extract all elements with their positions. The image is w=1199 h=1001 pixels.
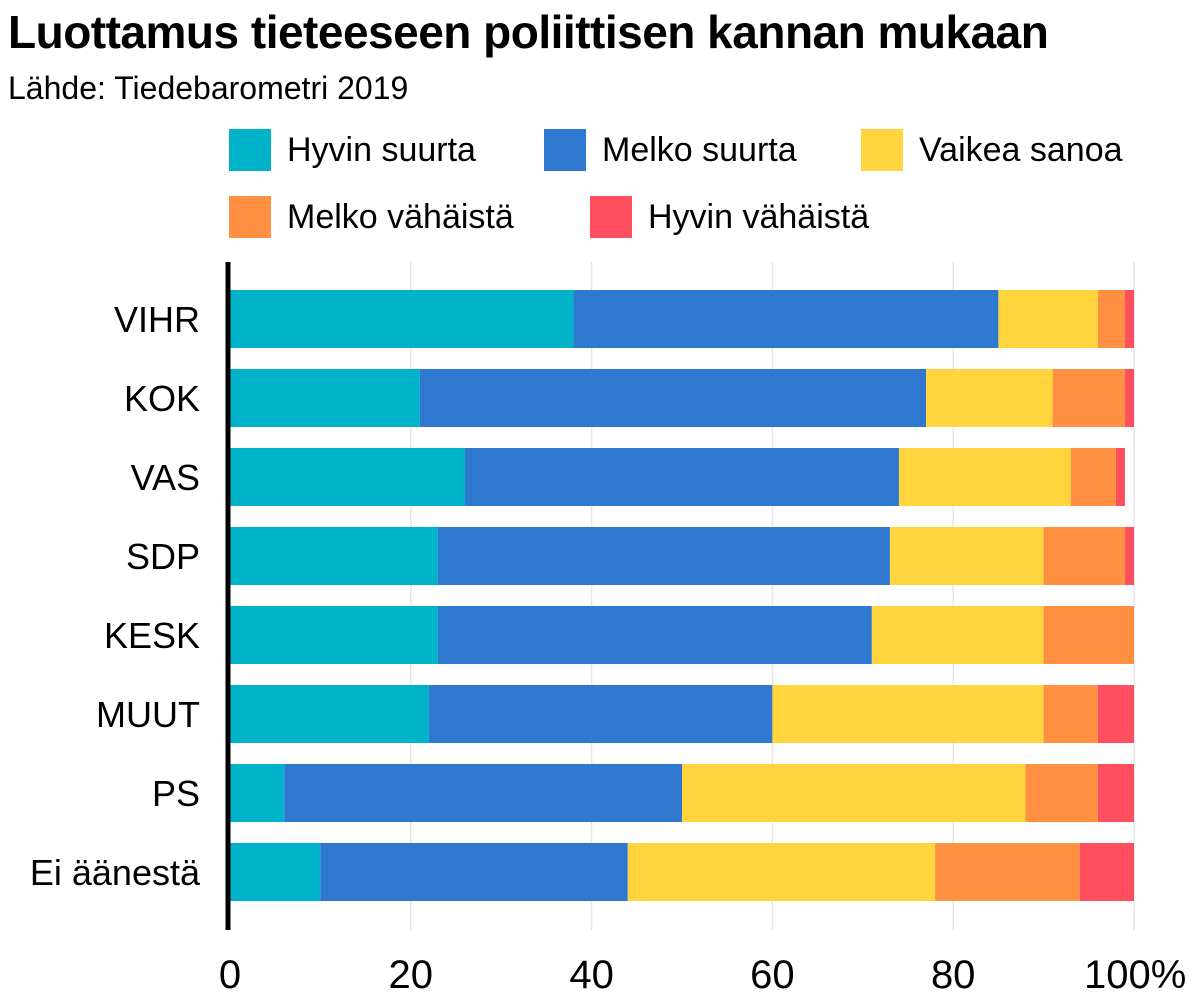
bar-3-0	[230, 527, 438, 585]
bar-4-1	[437, 606, 872, 664]
category-label-6: PS	[152, 773, 200, 814]
chart-subtitle: Lähde: Tiedebarometri 2019	[8, 70, 409, 106]
bar-5-4	[1097, 685, 1134, 743]
category-label-3: SDP	[126, 536, 200, 577]
bar-6-0	[230, 764, 285, 822]
legend-item-melko-vahaista: Melko vähäistä	[229, 187, 514, 247]
legend-item-melko-suurta: Melko suurta	[544, 120, 797, 180]
x-tick-label-4: 80	[931, 953, 976, 997]
legend-swatch-melko-suurta	[544, 129, 586, 171]
legend-label-vaikea-sanoa: Vaikea sanoa	[919, 130, 1123, 169]
bar-0-1	[573, 290, 999, 348]
bar-6-4	[1097, 764, 1134, 822]
bar-0-3	[1097, 290, 1125, 348]
bar-7-3	[935, 843, 1080, 901]
bar-7-2	[627, 843, 936, 901]
bar-4-0	[230, 606, 438, 664]
bar-7-0	[230, 843, 321, 901]
bar-3-1	[437, 527, 890, 585]
legend-label-hyvin-vahaista: Hyvin vähäistä	[648, 197, 870, 236]
category-label-0: VIHR	[114, 299, 200, 340]
x-tick-label-3: 60	[750, 953, 795, 997]
bar-0-4	[1124, 290, 1134, 348]
bar-1-3	[1052, 369, 1125, 427]
legend-item-hyvin-suurta: Hyvin suurta	[229, 120, 476, 180]
chart-title: Luottamus tieteeseen poliittisen kannan …	[8, 6, 1049, 58]
legend-swatch-melko-vahaista	[229, 196, 271, 238]
bar-6-3	[1025, 764, 1098, 822]
bar-1-2	[926, 369, 1053, 427]
bar-4-3	[1043, 606, 1134, 664]
category-label-1: KOK	[124, 378, 200, 419]
bar-3-2	[889, 527, 1044, 585]
legend-swatch-hyvin-vahaista	[590, 196, 632, 238]
x-tick-label-1: 20	[389, 953, 434, 997]
legend-swatch-vaikea-sanoa	[861, 129, 903, 171]
bar-3-4	[1124, 527, 1134, 585]
category-label-5: MUUT	[96, 694, 200, 735]
legend-item-vaikea-sanoa: Vaikea sanoa	[861, 120, 1123, 180]
legend-label-melko-vahaista: Melko vähäistä	[287, 197, 514, 236]
bar-6-2	[682, 764, 1026, 822]
bar-2-3	[1070, 448, 1116, 506]
bar-2-2	[898, 448, 1071, 506]
legend-label-melko-suurta: Melko suurta	[602, 130, 797, 169]
bar-0-0	[230, 290, 574, 348]
bar-1-0	[230, 369, 420, 427]
x-tick-label-0: 0	[219, 953, 241, 997]
bar-5-2	[772, 685, 1044, 743]
category-label-4: KESK	[104, 615, 200, 656]
x-tick-label-5: 100%	[1084, 953, 1186, 997]
legend-item-hyvin-vahaista: Hyvin vähäistä	[590, 187, 869, 247]
bar-1-1	[419, 369, 927, 427]
category-label-7: Ei äänestä	[30, 852, 201, 893]
bar-5-3	[1043, 685, 1098, 743]
bar-7-4	[1079, 843, 1134, 901]
bar-4-2	[871, 606, 1044, 664]
legend-label-hyvin-suurta: Hyvin suurta	[287, 130, 476, 169]
bar-6-1	[284, 764, 682, 822]
bar-0-2	[998, 290, 1098, 348]
bar-2-0	[230, 448, 466, 506]
legend-swatch-hyvin-suurta	[229, 129, 271, 171]
bar-7-1	[320, 843, 628, 901]
x-tick-label-2: 40	[569, 953, 614, 997]
category-label-2: VAS	[131, 457, 200, 498]
bar-2-1	[465, 448, 899, 506]
bar-5-1	[428, 685, 773, 743]
bar-2-4	[1115, 448, 1125, 506]
bar-3-3	[1043, 527, 1125, 585]
bar-5-0	[230, 685, 429, 743]
bar-1-4	[1124, 369, 1134, 427]
